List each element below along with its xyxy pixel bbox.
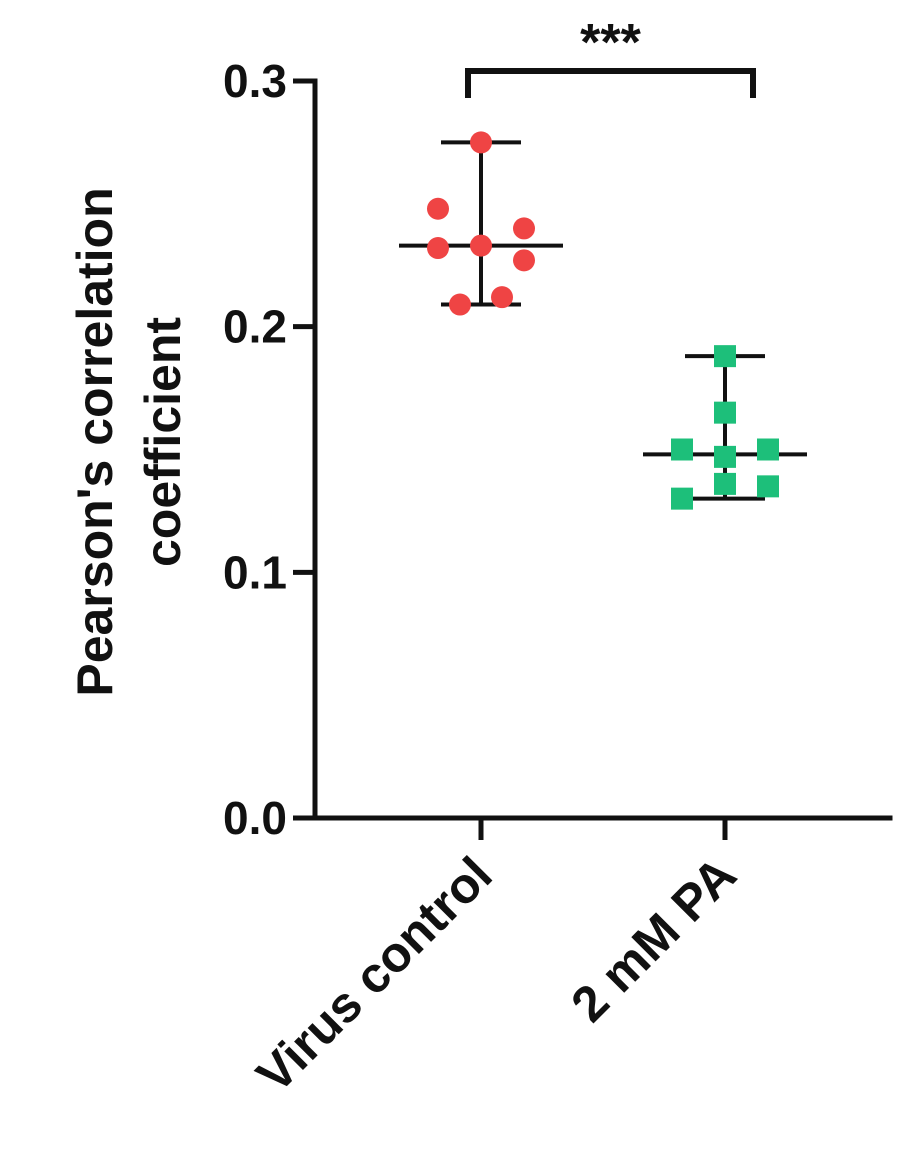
data-point <box>470 234 492 257</box>
y-axis-label: Pearson's correlation coefficient <box>67 187 191 696</box>
data-point <box>714 472 736 495</box>
y-tick-label: 0.0 <box>223 792 287 844</box>
y-tick-label: 0.1 <box>223 546 287 598</box>
data-point <box>671 487 693 510</box>
data-point <box>491 286 513 309</box>
x-tick-label: Virus control <box>246 846 503 1103</box>
series-1 <box>399 131 563 316</box>
y-axis-label-line-2: coefficient <box>135 317 191 567</box>
data-point <box>427 237 449 260</box>
y-axis-label-line-1: Pearson's correlation <box>67 187 123 696</box>
y-tick-label: 0.3 <box>223 55 287 107</box>
data-point <box>449 293 471 316</box>
significance-label: *** <box>580 14 641 72</box>
x-tick-label: 2 mM PA <box>560 846 746 1032</box>
bracket-line <box>465 68 756 98</box>
y-axis: 0.0 0.1 0.2 0.3 <box>223 55 318 844</box>
data-point <box>427 197 449 220</box>
series-2 <box>643 345 807 510</box>
series-layer <box>399 131 807 510</box>
data-point <box>757 438 779 461</box>
data-point <box>470 131 492 154</box>
data-point <box>714 445 736 468</box>
data-point <box>513 249 535 272</box>
plot-area: 0.0 0.1 0.2 0.3 Virus control 2 mM PA *** <box>223 14 893 1103</box>
data-point <box>714 345 736 368</box>
data-point <box>671 438 693 461</box>
y-tick-label: 0.2 <box>223 301 287 353</box>
data-point <box>513 217 535 240</box>
x-axis: Virus control 2 mM PA <box>246 815 893 1103</box>
significance-bracket: *** <box>465 14 756 98</box>
data-point <box>714 401 736 424</box>
data-point <box>757 475 779 498</box>
